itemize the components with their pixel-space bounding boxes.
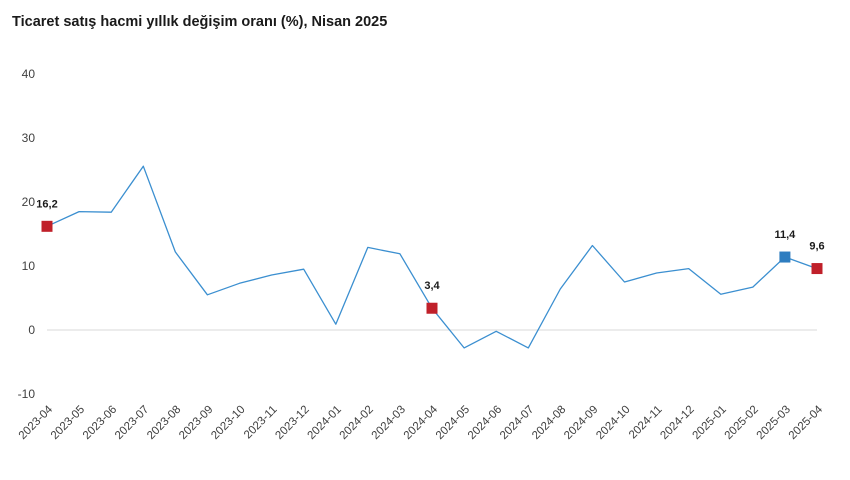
x-tick-label: 2023-06 <box>81 404 119 442</box>
x-tick-label: 2023-09 <box>177 404 215 442</box>
y-tick-label: 10 <box>22 259 36 273</box>
data-label: 9,6 <box>809 241 824 253</box>
data-label: 11,4 <box>775 229 797 241</box>
x-tick-label: 2023-07 <box>113 404 151 442</box>
x-tick-label: 2023-12 <box>273 404 311 442</box>
x-tick-label: 2023-11 <box>242 404 280 442</box>
x-tick-label: 2024-03 <box>370 404 408 442</box>
highlight-marker <box>426 302 438 314</box>
x-tick-label: 2023-08 <box>145 404 183 442</box>
series-line <box>46 165 818 349</box>
y-axis-ticks: -10 0 10 20 30 40 <box>18 67 36 401</box>
y-tick-label: -10 <box>18 387 36 401</box>
x-tick-label: 2024-10 <box>594 404 632 442</box>
y-tick-label: 0 <box>28 323 35 337</box>
x-axis-ticks: 2023-042023-052023-062023-072023-082023-… <box>17 403 826 442</box>
x-tick-label: 2025-04 <box>787 403 826 442</box>
y-tick-label: 20 <box>22 195 36 209</box>
y-tick-label: 30 <box>22 131 36 145</box>
highlight-marker <box>779 251 791 263</box>
x-tick-label: 2024-05 <box>434 404 472 442</box>
x-tick-label: 2024-02 <box>338 404 376 442</box>
x-tick-label: 2025-03 <box>755 404 793 442</box>
x-tick-label: 2024-07 <box>498 404 536 442</box>
x-tick-label: 2024-01 <box>306 404 344 442</box>
x-tick-label: 2024-12 <box>658 404 696 442</box>
data-label: 3,4 <box>424 280 440 292</box>
x-tick-label: 2024-04 <box>402 403 441 442</box>
highlight-marker <box>41 220 53 232</box>
x-tick-label: 2024-11 <box>627 404 665 442</box>
data-label: 16,2 <box>36 198 57 210</box>
y-tick-label: 40 <box>22 67 36 81</box>
highlight-marker <box>811 263 823 275</box>
x-tick-label: 2025-02 <box>723 404 761 442</box>
x-tick-label: 2024-09 <box>562 404 600 442</box>
x-tick-label: 2025-01 <box>691 404 729 442</box>
highlight-markers: 16,2 3,4 11,4 9,6 <box>36 198 825 314</box>
x-tick-label: 2023-04 <box>17 403 56 442</box>
x-tick-label: 2024-06 <box>466 404 504 442</box>
x-tick-label: 2023-05 <box>49 404 87 442</box>
chart-title: Ticaret satış hacmi yıllık değişim oranı… <box>12 14 388 30</box>
x-tick-label: 2023-10 <box>209 404 247 442</box>
x-tick-label: 2024-08 <box>530 404 568 442</box>
series-group <box>46 165 818 349</box>
